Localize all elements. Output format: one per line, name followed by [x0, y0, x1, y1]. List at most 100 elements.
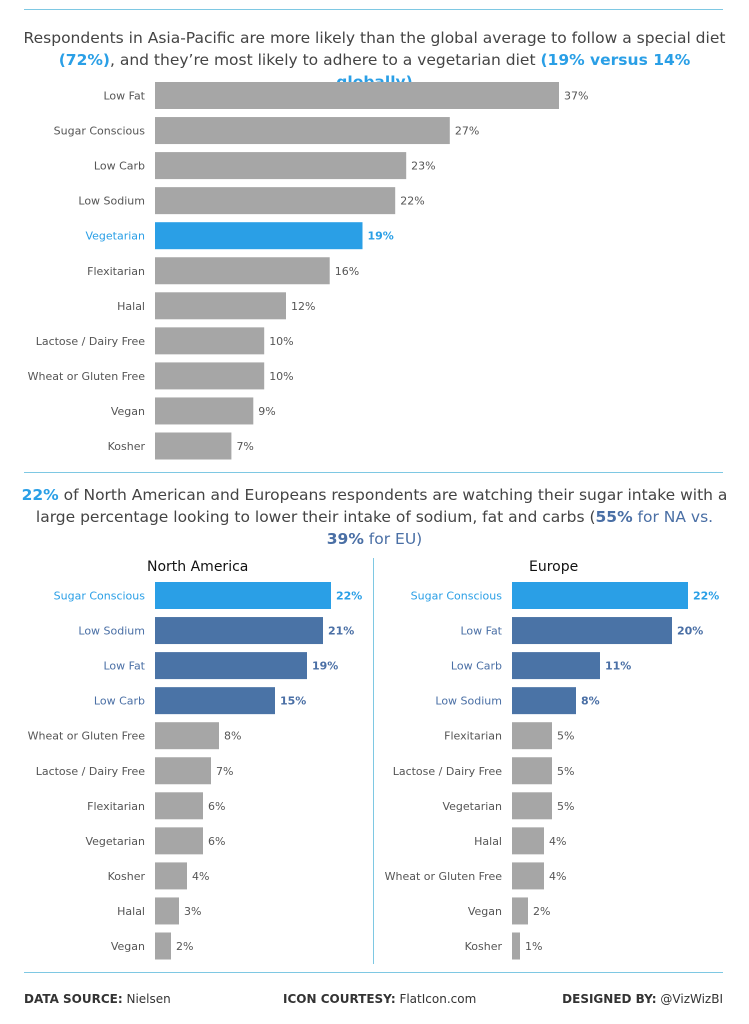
bar	[512, 932, 520, 960]
value-label: 8%	[581, 695, 600, 708]
bar	[155, 617, 323, 645]
bar	[155, 82, 559, 109]
value-label: 12%	[291, 300, 315, 313]
bar	[155, 792, 203, 820]
bar	[512, 687, 576, 715]
bar	[155, 397, 254, 425]
bar	[512, 582, 688, 609]
footer-source-value: Nielsen	[122, 992, 171, 1006]
bar	[155, 187, 396, 215]
footer-source: DATA SOURCE: Nielsen	[24, 992, 171, 1006]
bar	[512, 722, 552, 750]
category-label: Low Sodium	[78, 195, 145, 208]
category-label: Vegan	[111, 940, 145, 953]
bar	[155, 327, 265, 355]
category-label: Sugar Conscious	[54, 590, 146, 603]
headline-highlight-na: 55%	[595, 508, 633, 526]
bar	[512, 862, 544, 890]
value-label: 4%	[549, 870, 566, 883]
bar	[155, 757, 211, 785]
bar	[512, 792, 552, 820]
category-label: Low Sodium	[78, 625, 145, 638]
value-label: 19%	[312, 660, 338, 673]
value-label: 15%	[280, 695, 306, 708]
bar	[155, 722, 219, 750]
value-label: 21%	[328, 625, 354, 638]
category-label: Low Fat	[460, 625, 502, 638]
europe-title: Europe	[529, 559, 579, 575]
footer-icon-label: ICON COURTESY:	[283, 992, 396, 1006]
category-label: Lactose / Dairy Free	[393, 765, 503, 778]
footer-icon-value: FlatIcon.com	[395, 992, 477, 1006]
value-label: 8%	[224, 730, 241, 743]
value-label: 2%	[176, 940, 193, 953]
value-label: 10%	[269, 335, 293, 348]
category-label: Lactose / Dairy Free	[36, 335, 146, 348]
value-label: 11%	[605, 660, 631, 673]
category-label: Vegetarian	[442, 800, 502, 813]
bar-chart-2: Sugar Conscious 22% Low Sodium 21% Low Fat 19…	[28, 582, 362, 960]
top-rule	[24, 9, 723, 10]
value-label: 5%	[557, 800, 574, 813]
headline-text: for NA vs.	[632, 508, 714, 526]
value-label: 22%	[400, 195, 424, 208]
category-label: Vegan	[111, 405, 145, 418]
value-label: 1%	[525, 940, 542, 953]
value-label: 16%	[335, 265, 359, 278]
category-label: Sugar Conscious	[411, 590, 503, 603]
value-label: 4%	[549, 835, 566, 848]
bar	[155, 222, 363, 250]
category-label: Wheat or Gluten Free	[28, 370, 146, 383]
category-label: Vegetarian	[85, 835, 145, 848]
section2-headline: 22% of North American and Europeans resp…	[20, 484, 729, 550]
bar	[155, 687, 275, 715]
bar-chart-3: Sugar Conscious 22% Low Fat 20% Low Carb 11% L…	[385, 582, 719, 960]
bar	[155, 257, 330, 285]
footer-designed-label: DESIGNED BY:	[562, 992, 657, 1006]
footer-icon-courtesy: ICON COURTESY: FlatIcon.com	[283, 992, 476, 1006]
bar	[155, 827, 203, 855]
category-label: Lactose / Dairy Free	[36, 765, 146, 778]
value-label: 2%	[533, 905, 550, 918]
value-label: 9%	[258, 405, 275, 418]
value-label: 6%	[208, 800, 225, 813]
value-label: 27%	[455, 125, 479, 138]
bar	[155, 652, 307, 680]
category-label: Sugar Conscious	[54, 125, 146, 138]
bar	[155, 862, 187, 890]
category-label: Flexitarian	[87, 800, 145, 813]
headline-text: for EU)	[363, 530, 423, 548]
bar	[512, 897, 528, 925]
headline-highlight: (72%)	[58, 51, 110, 69]
category-label: Wheat or Gluten Free	[28, 730, 146, 743]
value-label: 22%	[693, 590, 719, 603]
bar	[512, 827, 544, 855]
bar	[512, 617, 672, 645]
north-america-title: North America	[147, 559, 249, 575]
value-label: 6%	[208, 835, 225, 848]
value-label: 7%	[236, 440, 253, 453]
category-label: Flexitarian	[444, 730, 502, 743]
value-label: 5%	[557, 730, 574, 743]
category-label: Halal	[117, 905, 145, 918]
bar	[155, 152, 407, 180]
value-label: 10%	[269, 370, 293, 383]
category-label: Vegetarian	[85, 230, 145, 243]
bar	[155, 582, 331, 609]
bar	[155, 117, 450, 145]
value-label: 23%	[411, 160, 435, 173]
category-label: Vegan	[468, 905, 502, 918]
footer-source-label: DATA SOURCE:	[24, 992, 123, 1006]
category-label: Halal	[117, 300, 145, 313]
category-label: Kosher	[108, 870, 146, 883]
value-label: 7%	[216, 765, 233, 778]
category-label: Low Carb	[94, 160, 145, 173]
bar	[512, 652, 600, 680]
chart-column-divider	[373, 558, 374, 964]
headline-text: , and they’re most likely to adhere to a…	[109, 51, 541, 69]
bar	[155, 292, 286, 320]
footer-designed-value: @VizWizBI	[656, 992, 723, 1006]
bar	[512, 757, 552, 785]
footer-rule	[24, 972, 723, 973]
